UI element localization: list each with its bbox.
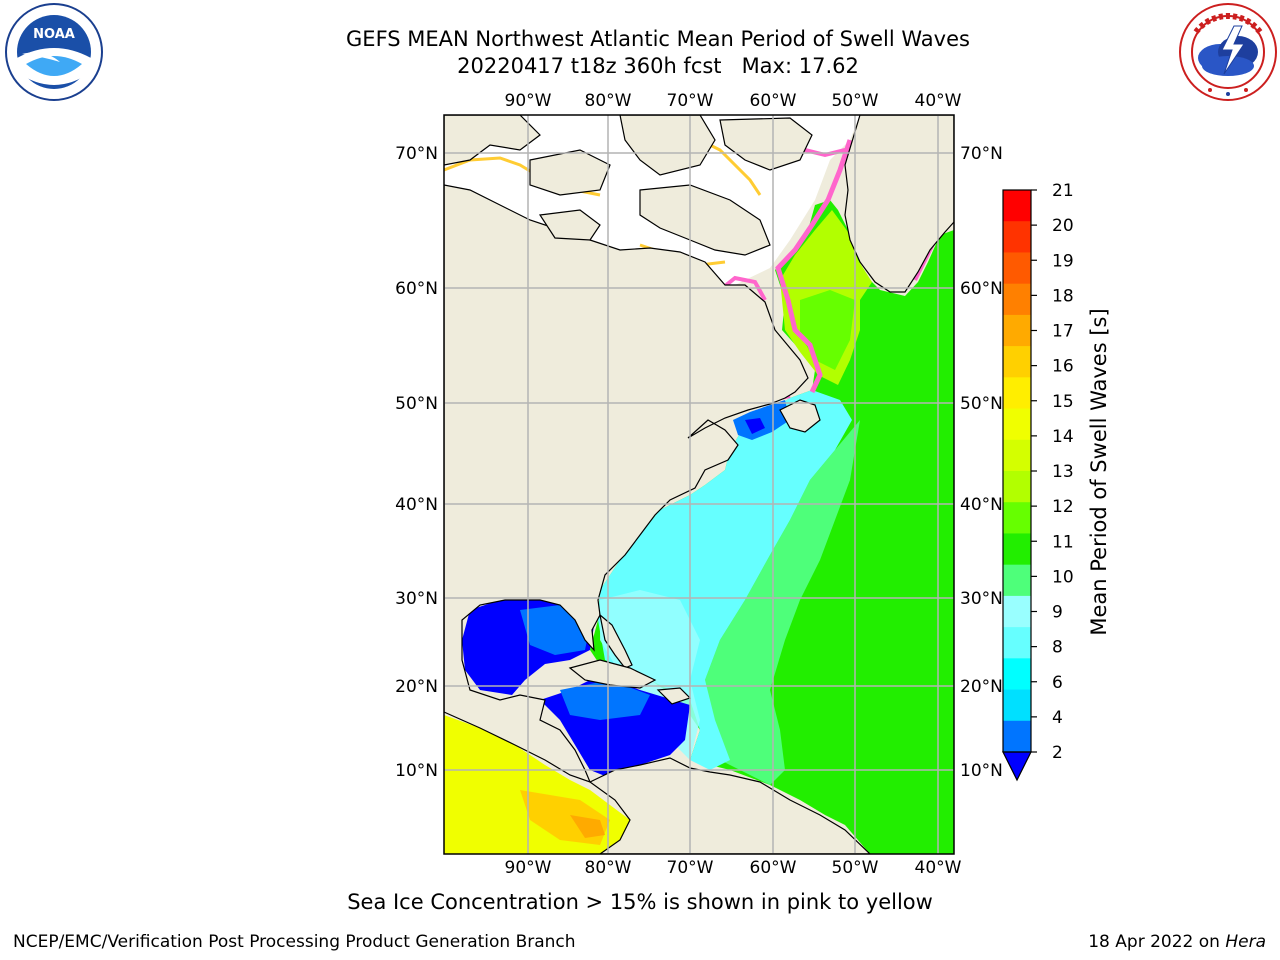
lat-lon-grid <box>444 115 954 854</box>
lat-label-left: 50°N <box>395 394 438 414</box>
footer-date-text: 18 Apr 2022 on <box>1088 932 1220 952</box>
colorbar-swatch <box>1003 627 1031 659</box>
colorbar-swatch <box>1003 252 1031 285</box>
lon-label-top: 50°W <box>832 91 879 111</box>
arctic-island-5 <box>538 209 601 241</box>
lat-label-right: 10°N <box>960 761 1003 781</box>
colorbar-swatch <box>1003 377 1031 410</box>
lat-label-left: 20°N <box>395 677 438 697</box>
colorbar-tick-label: 14 <box>1052 427 1074 447</box>
axis-labels: 90°W 90°W 80°W 80°W 70°W 70°W 60°W 60°W 50°W 50°W… <box>395 91 1003 878</box>
arctic-island-2 <box>529 149 611 196</box>
colorbar-tick-label: 12 <box>1052 497 1074 517</box>
lon-label-top: 90°W <box>505 91 552 111</box>
colorbar-swatch <box>1003 502 1031 534</box>
lon-label-bottom: 60°W <box>750 858 797 878</box>
colorbar-swatch <box>1003 720 1031 753</box>
colorbar-swatch <box>1003 533 1031 566</box>
colorbar-swatch <box>1003 564 1031 597</box>
colorbar-tick-label: 8 <box>1052 638 1063 658</box>
colorbar-tick-label: 4 <box>1052 708 1063 728</box>
lon-label-bottom: 90°W <box>505 858 552 878</box>
footer-date: 18 Apr 2022 on Hera <box>1088 932 1266 952</box>
nws-logo <box>1179 3 1277 101</box>
gulf-st-lawrence <box>733 400 790 440</box>
colorbar-tick-label: 19 <box>1052 251 1074 271</box>
colorbar-tick-label: 11 <box>1052 532 1074 552</box>
arctic-island-4 <box>719 117 813 171</box>
colorbar-swatch <box>1003 314 1031 347</box>
lat-label-left: 60°N <box>395 279 438 299</box>
title-line-2: 20220417 t18z 360h fcst Max: 17.62 <box>457 54 859 78</box>
colorbar-swatch <box>1003 408 1031 441</box>
colorbar-swatch <box>1003 283 1031 316</box>
colorbar-tick-label: 15 <box>1052 392 1074 412</box>
gulf-st-lawrence-deep <box>745 418 765 434</box>
lat-label-right: 60°N <box>960 279 1003 299</box>
lon-label-bottom: 80°W <box>585 858 632 878</box>
lon-label-bottom: 50°W <box>832 858 879 878</box>
footer-credit: NCEP/EMC/Verification Post Processing Pr… <box>13 932 576 952</box>
map-frame-content <box>444 115 954 854</box>
colorbar-swatch <box>1003 689 1031 722</box>
land-masses <box>444 115 954 854</box>
lon-label-bottom: 70°W <box>667 858 714 878</box>
lon-label-top: 40°W <box>915 91 962 111</box>
lat-label-left: 40°N <box>395 495 438 515</box>
south-america <box>588 757 871 854</box>
colorbar-tick-label: 21 <box>1052 181 1074 201</box>
lat-label-left: 10°N <box>395 761 438 781</box>
north-america-coast <box>444 184 809 784</box>
colorbar-tick-label: 16 <box>1052 357 1074 377</box>
lat-label-right: 70°N <box>960 144 1003 164</box>
title-line-1: GEFS MEAN Northwest Atlantic Mean Period… <box>346 27 970 51</box>
lat-label-right: 50°N <box>960 394 1003 414</box>
colorbar-label: Mean Period of Swell Waves [s] <box>1087 308 1111 635</box>
colorbar-swatch <box>1003 471 1031 503</box>
arctic-island-3 <box>619 115 716 176</box>
colorbar-tick-label: 18 <box>1052 286 1074 306</box>
colorbar-swatch <box>1003 595 1031 628</box>
coastal-mint-zone <box>700 420 860 785</box>
map-frame <box>443 114 955 855</box>
colorbar-swatch <box>1003 439 1031 472</box>
lat-label-right: 20°N <box>960 677 1003 697</box>
colorbar-tick-label: 17 <box>1052 322 1074 342</box>
caribbean-blue-patch <box>560 680 650 720</box>
colorbar-swatch <box>1003 658 1031 691</box>
map-title: GEFS MEAN Northwest Atlantic Mean Period… <box>18 26 1280 80</box>
colorbar-tick-label: 13 <box>1052 462 1074 482</box>
colorbar-tick-label: 9 <box>1052 603 1063 623</box>
colorbar-swatch <box>1003 190 1031 222</box>
colorbar-tick-label: 20 <box>1052 216 1074 236</box>
noaa-logo-text: NOAA <box>33 27 75 42</box>
colorbar-swatch <box>1003 346 1031 378</box>
newfoundland <box>779 399 821 433</box>
greenland <box>844 115 954 293</box>
lat-label-left: 70°N <box>395 144 438 164</box>
colorbar-tick-label: 6 <box>1052 673 1063 693</box>
colorbar-extend-arrow <box>1002 751 1032 782</box>
colorbar: 21 20 19 18 17 16 15 14 13 12 11 10 9 8 6 4 2 <box>1002 181 1074 782</box>
footer-machine: Hera <box>1225 932 1266 952</box>
pacific-deep-orange-patch <box>570 815 605 838</box>
lat-label-left: 30°N <box>395 589 438 609</box>
lon-label-bottom: 40°W <box>915 858 962 878</box>
noaa-logo: NOAA <box>5 3 103 101</box>
cuba <box>568 659 657 689</box>
lon-label-top: 60°W <box>750 91 797 111</box>
colorbar-tick-label: 2 <box>1052 743 1063 763</box>
lat-label-right: 40°N <box>960 495 1003 515</box>
sea-ice-caption: Sea Ice Concentration > 15% is shown in … <box>347 890 933 914</box>
colorbar-tick-label: 10 <box>1052 567 1074 587</box>
lat-label-right: 30°N <box>960 589 1003 609</box>
colorbar-swatch <box>1003 221 1031 253</box>
lon-label-top: 70°W <box>667 91 714 111</box>
lon-label-top: 80°W <box>585 91 632 111</box>
baffin-island <box>639 184 771 256</box>
